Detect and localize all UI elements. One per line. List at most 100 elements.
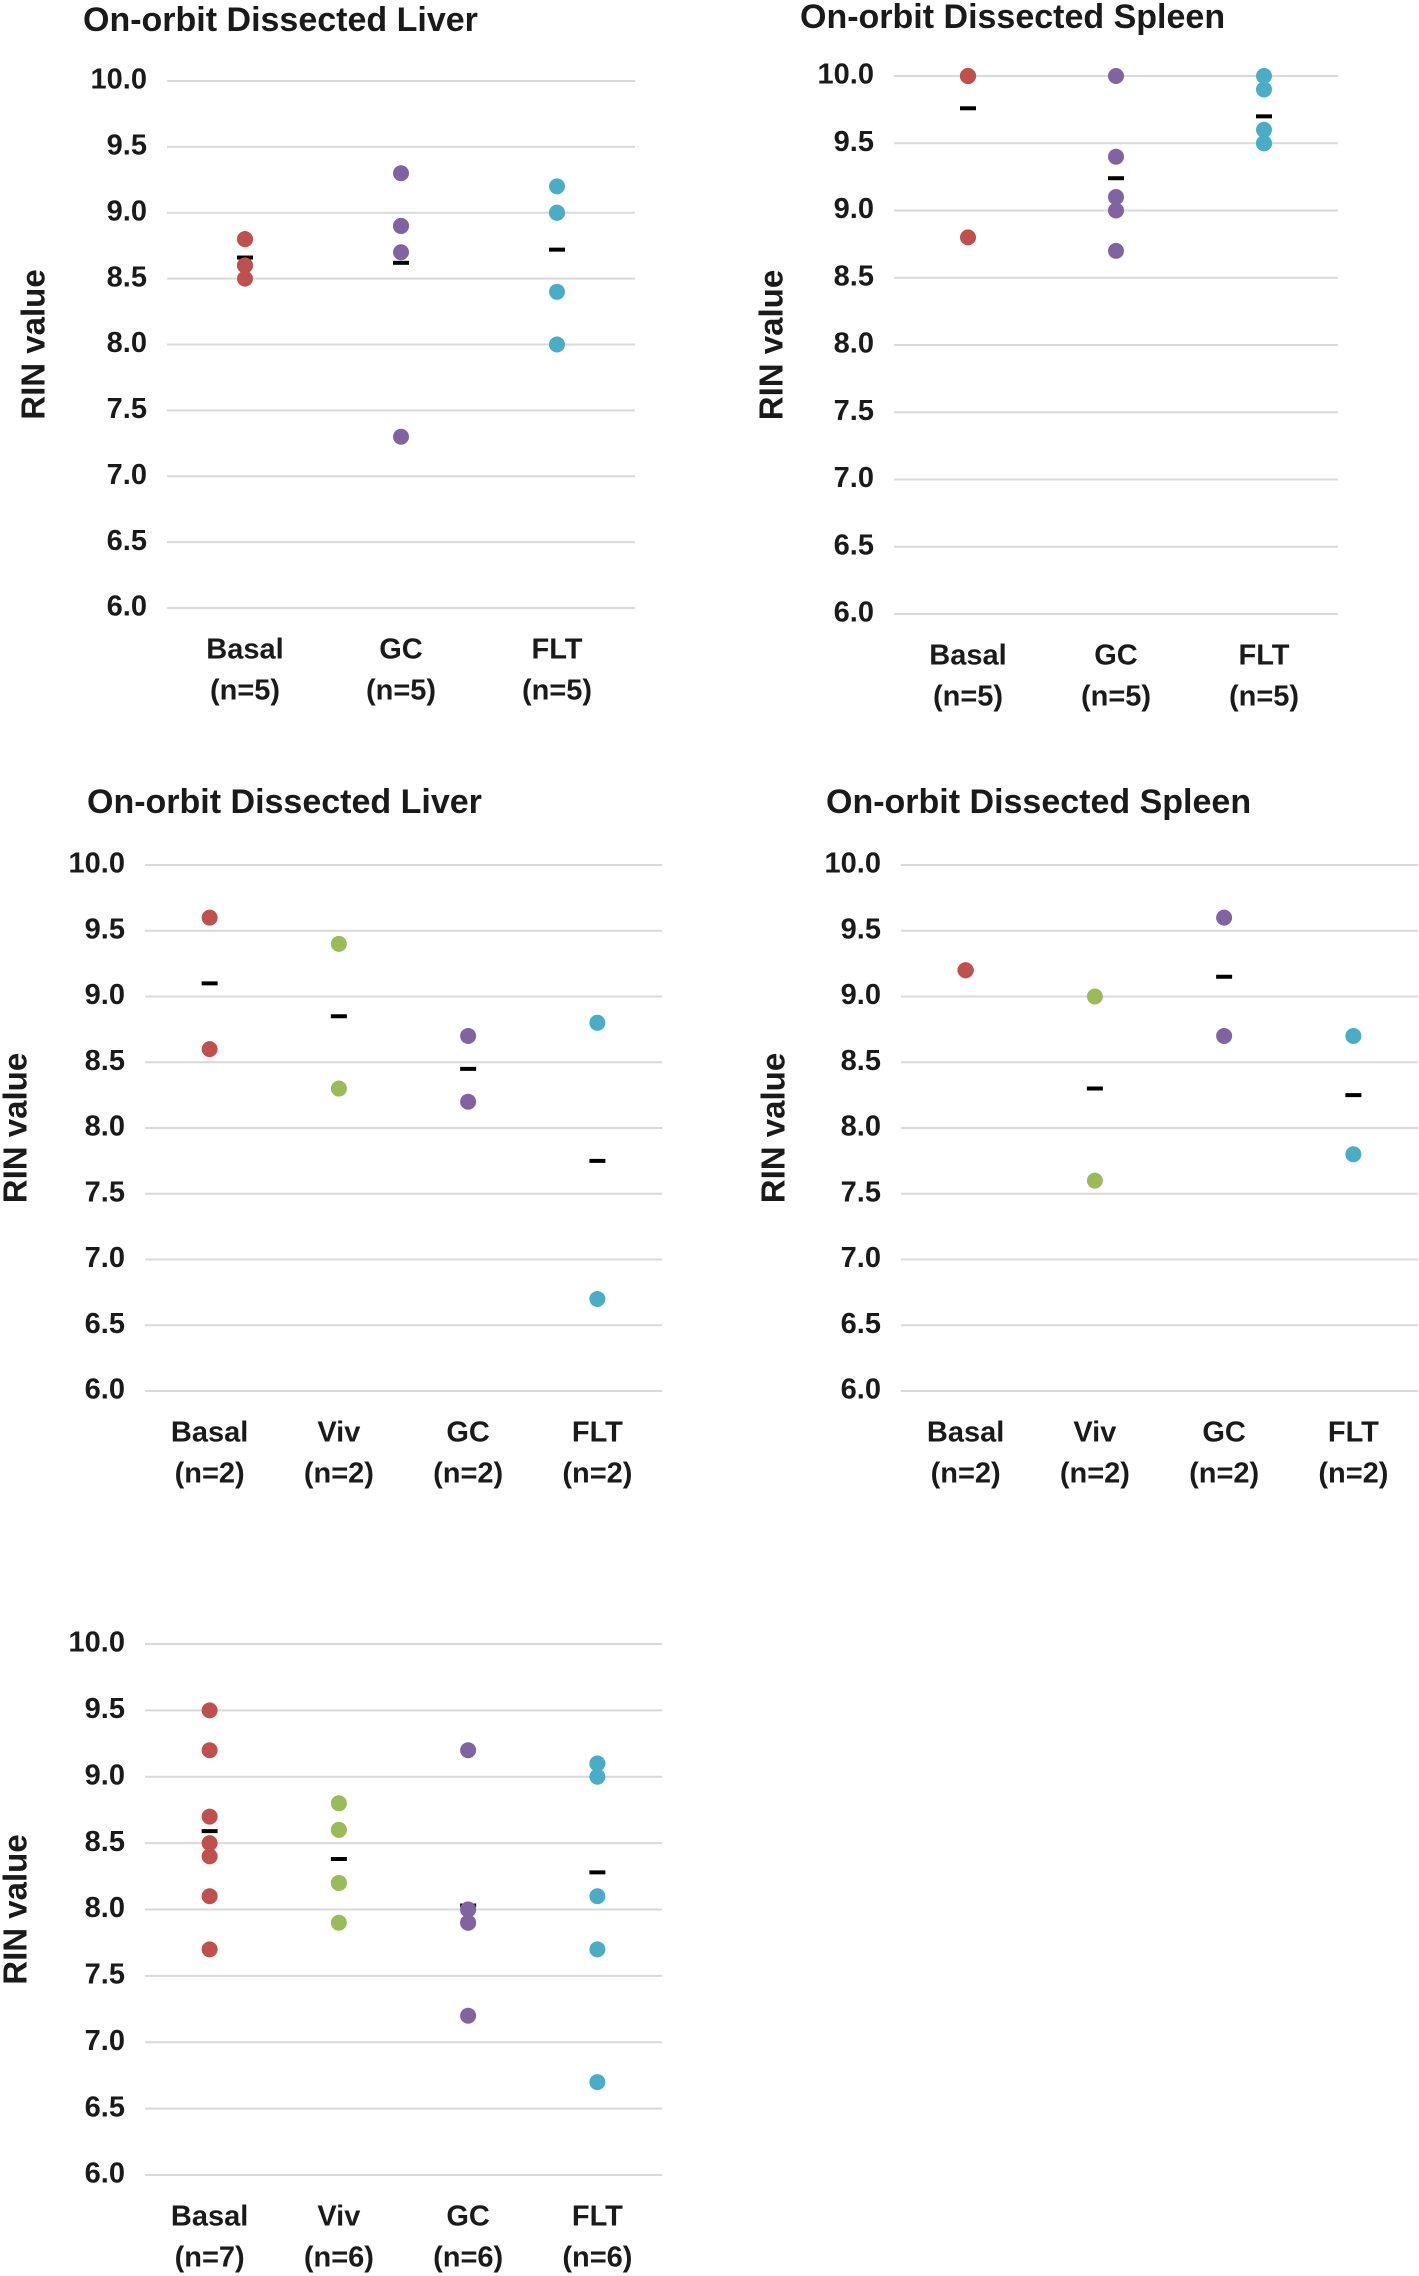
data-point — [330, 1080, 347, 1097]
data-point — [589, 2074, 606, 2091]
data-point — [460, 1901, 477, 1918]
x-tick-label: Basal — [206, 634, 283, 666]
x-tick-count: (n=2) — [1189, 1458, 1259, 1490]
y-tick-label: 7.5 — [107, 393, 147, 425]
data-point — [201, 909, 218, 926]
y-tick-label: 6.5 — [85, 1308, 125, 1340]
data-point — [589, 1290, 606, 1307]
data-point — [549, 178, 565, 195]
x-tick-count: (n=2) — [562, 1458, 632, 1490]
y-tick-label: 7.0 — [85, 1242, 125, 1274]
y-tick-label: 6.5 — [834, 529, 874, 561]
y-tick-label: 9.5 — [107, 130, 147, 162]
data-point — [330, 1914, 347, 1931]
y-axis-label: RIN value — [0, 1834, 34, 1984]
y-tick-label: 10.0 — [91, 64, 147, 96]
x-tick-count: (n=5) — [1081, 681, 1151, 713]
data-point — [957, 962, 974, 979]
y-tick-label: 8.5 — [834, 260, 874, 292]
data-point — [237, 270, 253, 287]
y-tick-label: 6.0 — [107, 591, 147, 623]
x-tick-label: Viv — [317, 2201, 360, 2233]
data-point — [1108, 148, 1124, 165]
data-point — [237, 231, 253, 248]
x-tick-label: GC — [446, 2201, 490, 2233]
data-point — [1256, 135, 1272, 152]
y-tick-label: 6.0 — [834, 597, 874, 629]
data-point — [589, 1941, 606, 1958]
data-point — [1216, 909, 1233, 926]
y-tick-label: 10.0 — [69, 848, 125, 880]
x-tick-count: (n=5) — [1229, 681, 1299, 713]
data-point — [589, 1768, 606, 1785]
x-tick-count: (n=2) — [175, 1458, 245, 1490]
y-tick-label: 6.0 — [85, 1374, 125, 1406]
x-tick-count: (n=2) — [931, 1458, 1001, 1490]
data-point — [393, 217, 409, 234]
x-tick-label: FLT — [1239, 640, 1290, 672]
y-tick-label: 8.0 — [85, 1892, 125, 1924]
y-axis-label: RIN value — [755, 1053, 792, 1203]
y-tick-label: 8.0 — [834, 328, 874, 360]
y-tick-label: 6.0 — [85, 2158, 125, 2190]
y-tick-label: 6.5 — [107, 525, 147, 557]
data-point — [393, 428, 409, 445]
data-point — [1108, 189, 1124, 206]
y-tick-label: 9.0 — [85, 1759, 125, 1791]
y-tick-label: 7.0 — [841, 1242, 881, 1274]
y-tick-label: 7.5 — [85, 1176, 125, 1208]
data-point — [460, 2007, 477, 2024]
x-tick-label: GC — [1094, 640, 1138, 672]
data-point — [1345, 1027, 1362, 1044]
data-point — [201, 1702, 218, 1719]
x-tick-count: (n=7) — [175, 2242, 245, 2274]
x-tick-label: Basal — [929, 640, 1006, 672]
y-axis-label: RIN value — [15, 269, 52, 419]
y-tick-label: 9.0 — [841, 979, 881, 1011]
data-point — [589, 1755, 606, 1772]
chart-title: On-orbit Dissected Liver — [83, 1, 478, 39]
x-tick-count: (n=6) — [304, 2242, 374, 2274]
y-tick-label: 9.5 — [841, 913, 881, 945]
data-point — [460, 1027, 477, 1044]
y-tick-label: 9.5 — [85, 913, 125, 945]
data-point — [1108, 68, 1124, 84]
y-tick-label: 6.5 — [85, 2091, 125, 2123]
data-point — [1256, 68, 1272, 84]
data-point — [237, 257, 253, 274]
y-tick-label: 9.5 — [85, 1693, 125, 1725]
data-point — [589, 1888, 606, 1905]
x-tick-count: (n=2) — [433, 1458, 503, 1490]
data-point — [1108, 202, 1124, 219]
y-tick-label: 10.0 — [69, 1627, 125, 1659]
data-point — [330, 1821, 347, 1838]
x-tick-count: (n=6) — [433, 2242, 503, 2274]
data-point — [1108, 242, 1124, 259]
data-point — [393, 165, 409, 182]
x-tick-label: Basal — [171, 2201, 248, 2233]
data-point — [460, 1093, 477, 1110]
y-tick-label: 8.5 — [841, 1045, 881, 1077]
x-tick-label: GC — [1202, 1417, 1246, 1449]
data-point — [1256, 121, 1272, 138]
x-tick-label: FLT — [572, 2201, 623, 2233]
x-tick-count: (n=5) — [933, 681, 1003, 713]
data-point — [330, 1795, 347, 1812]
y-tick-label: 7.0 — [834, 462, 874, 494]
data-point — [201, 1888, 218, 1905]
x-tick-label: FLT — [572, 1417, 623, 1449]
data-point — [460, 1742, 477, 1759]
data-point — [1086, 988, 1103, 1005]
y-tick-label: 8.5 — [85, 1045, 125, 1077]
data-point — [201, 1742, 218, 1759]
x-tick-label: GC — [379, 634, 423, 666]
x-tick-count: (n=5) — [522, 675, 592, 707]
data-point — [1256, 81, 1272, 98]
y-tick-label: 8.0 — [85, 1111, 125, 1143]
y-tick-label: 8.0 — [841, 1111, 881, 1143]
y-tick-label: 8.5 — [85, 1826, 125, 1858]
y-tick-label: 7.5 — [85, 1959, 125, 1991]
y-axis-label: RIN value — [753, 270, 790, 420]
x-tick-count: (n=2) — [1318, 1458, 1388, 1490]
